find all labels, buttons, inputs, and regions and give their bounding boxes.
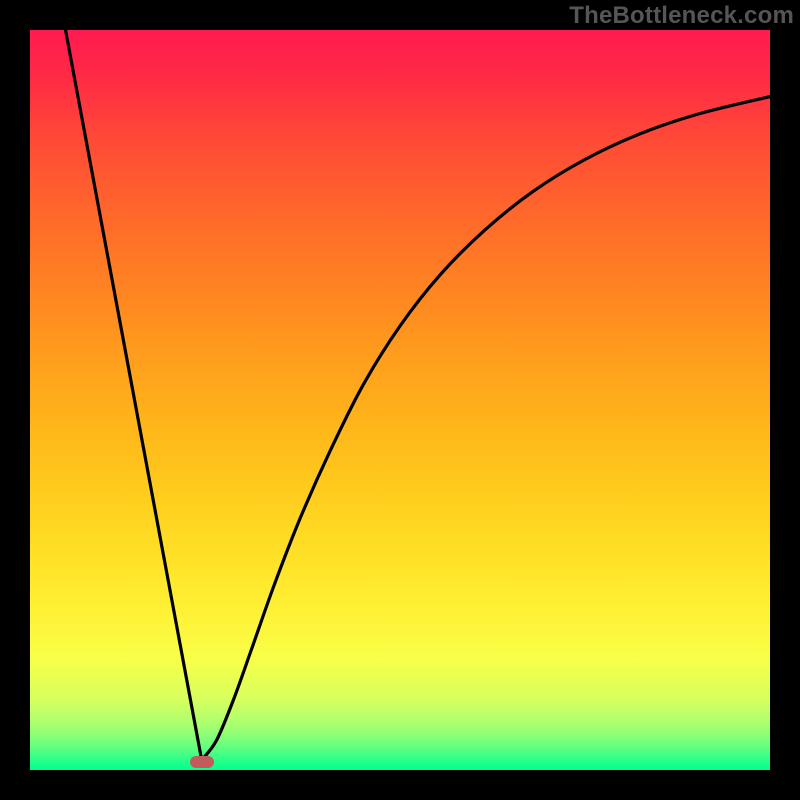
bottleneck-curve bbox=[30, 30, 770, 770]
chart-container: TheBottleneck.com bbox=[0, 0, 800, 800]
curve-path bbox=[66, 30, 770, 760]
watermark-text: TheBottleneck.com bbox=[569, 2, 794, 30]
optimal-marker bbox=[190, 756, 214, 768]
plot-area bbox=[30, 30, 770, 770]
